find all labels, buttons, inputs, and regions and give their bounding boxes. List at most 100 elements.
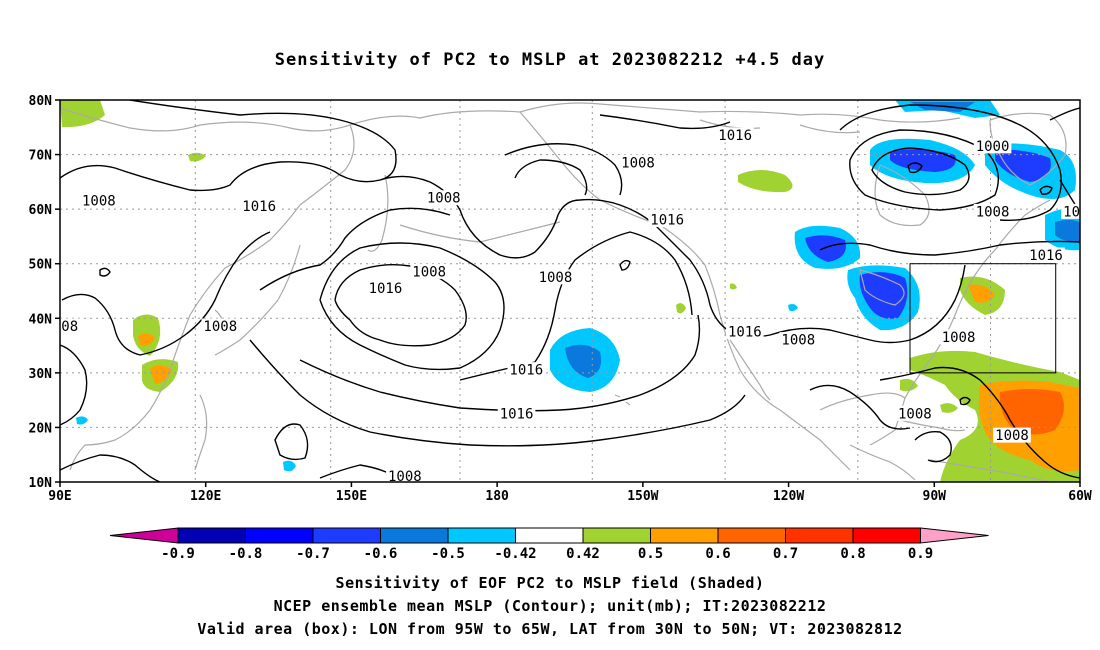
contour-label-bg	[80, 192, 118, 208]
lon-tick-label: 120W	[773, 489, 804, 504]
colorbar-segment	[515, 527, 584, 544]
contour-label: 1008	[388, 469, 422, 485]
contour-label: 1016	[242, 199, 276, 215]
contour-label-bg	[973, 203, 1012, 219]
longitude-axis: 90E 120E 150E 180 150W 120W 90W 60W	[48, 482, 1092, 504]
contour-label-bg	[60, 318, 81, 334]
coastline-baja	[729, 339, 771, 401]
colorbar: -0.9 -0.8 -0.7 -0.6 -0.5 -0.42 0.42 0.5 0.6 0.7 0.…	[109, 527, 989, 562]
lat-tick-label: 50N	[29, 258, 53, 273]
positive-shading	[60, 100, 105, 128]
coastline-arctic-islands	[699, 119, 861, 134]
contour-label-bg	[536, 269, 575, 285]
colorbar-tick-label: -0.7	[296, 546, 330, 562]
positive-shading	[676, 303, 686, 314]
colorbar-segment	[380, 527, 449, 544]
negative-shading	[995, 149, 1051, 182]
gridlines	[60, 100, 1080, 482]
lon-tick-label: 90W	[923, 489, 947, 504]
lon-tick-label: 60W	[1068, 489, 1092, 504]
colorbar-segment	[447, 527, 516, 544]
contour-line	[871, 147, 970, 196]
colorbar-tick-label: -0.42	[494, 546, 536, 562]
colorbar-tick-label: 0.8	[840, 546, 865, 562]
latitude-axis: 80N 70N 60N 50N 40N 30N 20N 10N	[29, 94, 60, 491]
contour-line	[619, 259, 631, 271]
map-frame	[59, 99, 1081, 483]
contour-label: 1016	[369, 281, 403, 297]
contour-label-bg	[201, 318, 240, 334]
contour-label-bg	[410, 263, 448, 279]
contour-line	[809, 384, 911, 430]
colorbar-tick-label: -0.8	[229, 546, 263, 562]
lon-tick-label: 120E	[190, 489, 221, 504]
lat-tick-label: 60N	[29, 203, 53, 218]
lon-tick-label: 150E	[336, 489, 367, 504]
valid-area-box	[909, 263, 1057, 374]
contour-label: 08	[61, 319, 78, 335]
shading-layer	[60, 100, 1080, 482]
coastline-japan	[214, 244, 301, 356]
negative-shading	[859, 272, 908, 319]
contour-label-bg	[726, 323, 764, 339]
negative-shading	[910, 102, 975, 112]
colorbar-tick-label: -0.9	[161, 546, 195, 562]
negative-shading	[805, 235, 846, 262]
positive-shading	[999, 389, 1064, 435]
contour-label-bg	[896, 405, 934, 421]
colorbar-tick-label: 0.9	[908, 546, 933, 562]
colorbar-tick-label: -0.6	[364, 546, 398, 562]
contour-label-bg	[386, 468, 424, 482]
contour-label-bg	[497, 405, 536, 421]
contour-line	[849, 129, 999, 211]
contour-line	[60, 344, 88, 426]
coastline-arctic-canada	[599, 103, 961, 123]
positive-shading	[738, 170, 793, 193]
contour-line	[60, 161, 966, 344]
colorbar-tick-label: 0.7	[773, 546, 798, 562]
contour-labels: 1016 1008 1008 1016 1008 1016 1008 1016 1008 1016…	[60, 127, 1097, 485]
coastline-kamchatka	[367, 174, 389, 252]
contour-line	[1039, 185, 1053, 195]
contour-label: 1008	[427, 191, 461, 207]
contour-line	[599, 114, 731, 130]
positive-shading	[138, 333, 155, 346]
colorbar-segment	[650, 527, 719, 544]
lon-tick-label: 90E	[48, 489, 71, 504]
contour-label: 1016	[509, 363, 543, 379]
colorbar-segment	[852, 527, 921, 544]
contour-label: 1016	[1063, 204, 1097, 220]
coastline-siberia-east	[269, 124, 355, 241]
contour-label-bg	[939, 329, 978, 345]
coastline-aleutians	[399, 221, 561, 243]
contour-line	[129, 100, 397, 181]
coastline-caribbean	[899, 419, 966, 432]
contour-line	[334, 263, 467, 347]
coastline-central-america	[849, 444, 916, 481]
contour-label-bg	[507, 362, 546, 378]
colorbar-segment	[245, 527, 314, 544]
contour-label: 1008	[781, 333, 815, 349]
contour-line	[459, 231, 693, 381]
lat-tick-label: 10N	[29, 476, 53, 491]
contour-line	[60, 454, 161, 482]
sensitivity-map: 1016 1008 1008 1016 1008 1016 1008 1016 1008 1016…	[29, 94, 1097, 562]
colorbar-tick-label: -0.5	[431, 546, 465, 562]
contour-label: 1008	[621, 155, 655, 171]
caption-line-1: Sensitivity of EOF PC2 to MSLP field (Sh…	[335, 574, 765, 592]
colorbar-tick-label: 0.6	[705, 546, 730, 562]
contour-label: 1016	[650, 213, 684, 229]
contour-label: 1016	[718, 128, 752, 144]
lat-tick-label: 80N	[29, 94, 53, 109]
positive-shading	[940, 403, 958, 413]
positive-shading	[968, 284, 995, 303]
contour-label: 1016	[1029, 248, 1063, 264]
lat-tick-label: 70N	[29, 149, 53, 164]
contour-label-bg	[1061, 203, 1080, 219]
contour-label-bg	[716, 127, 754, 143]
positive-shading	[730, 283, 737, 290]
contour-label: 1000	[976, 139, 1010, 155]
colorbar-low-triangle	[109, 527, 179, 544]
caption-line-2: NCEP ensemble mean MSLP (Contour); unit(…	[273, 597, 827, 615]
contour-line	[61, 231, 271, 356]
